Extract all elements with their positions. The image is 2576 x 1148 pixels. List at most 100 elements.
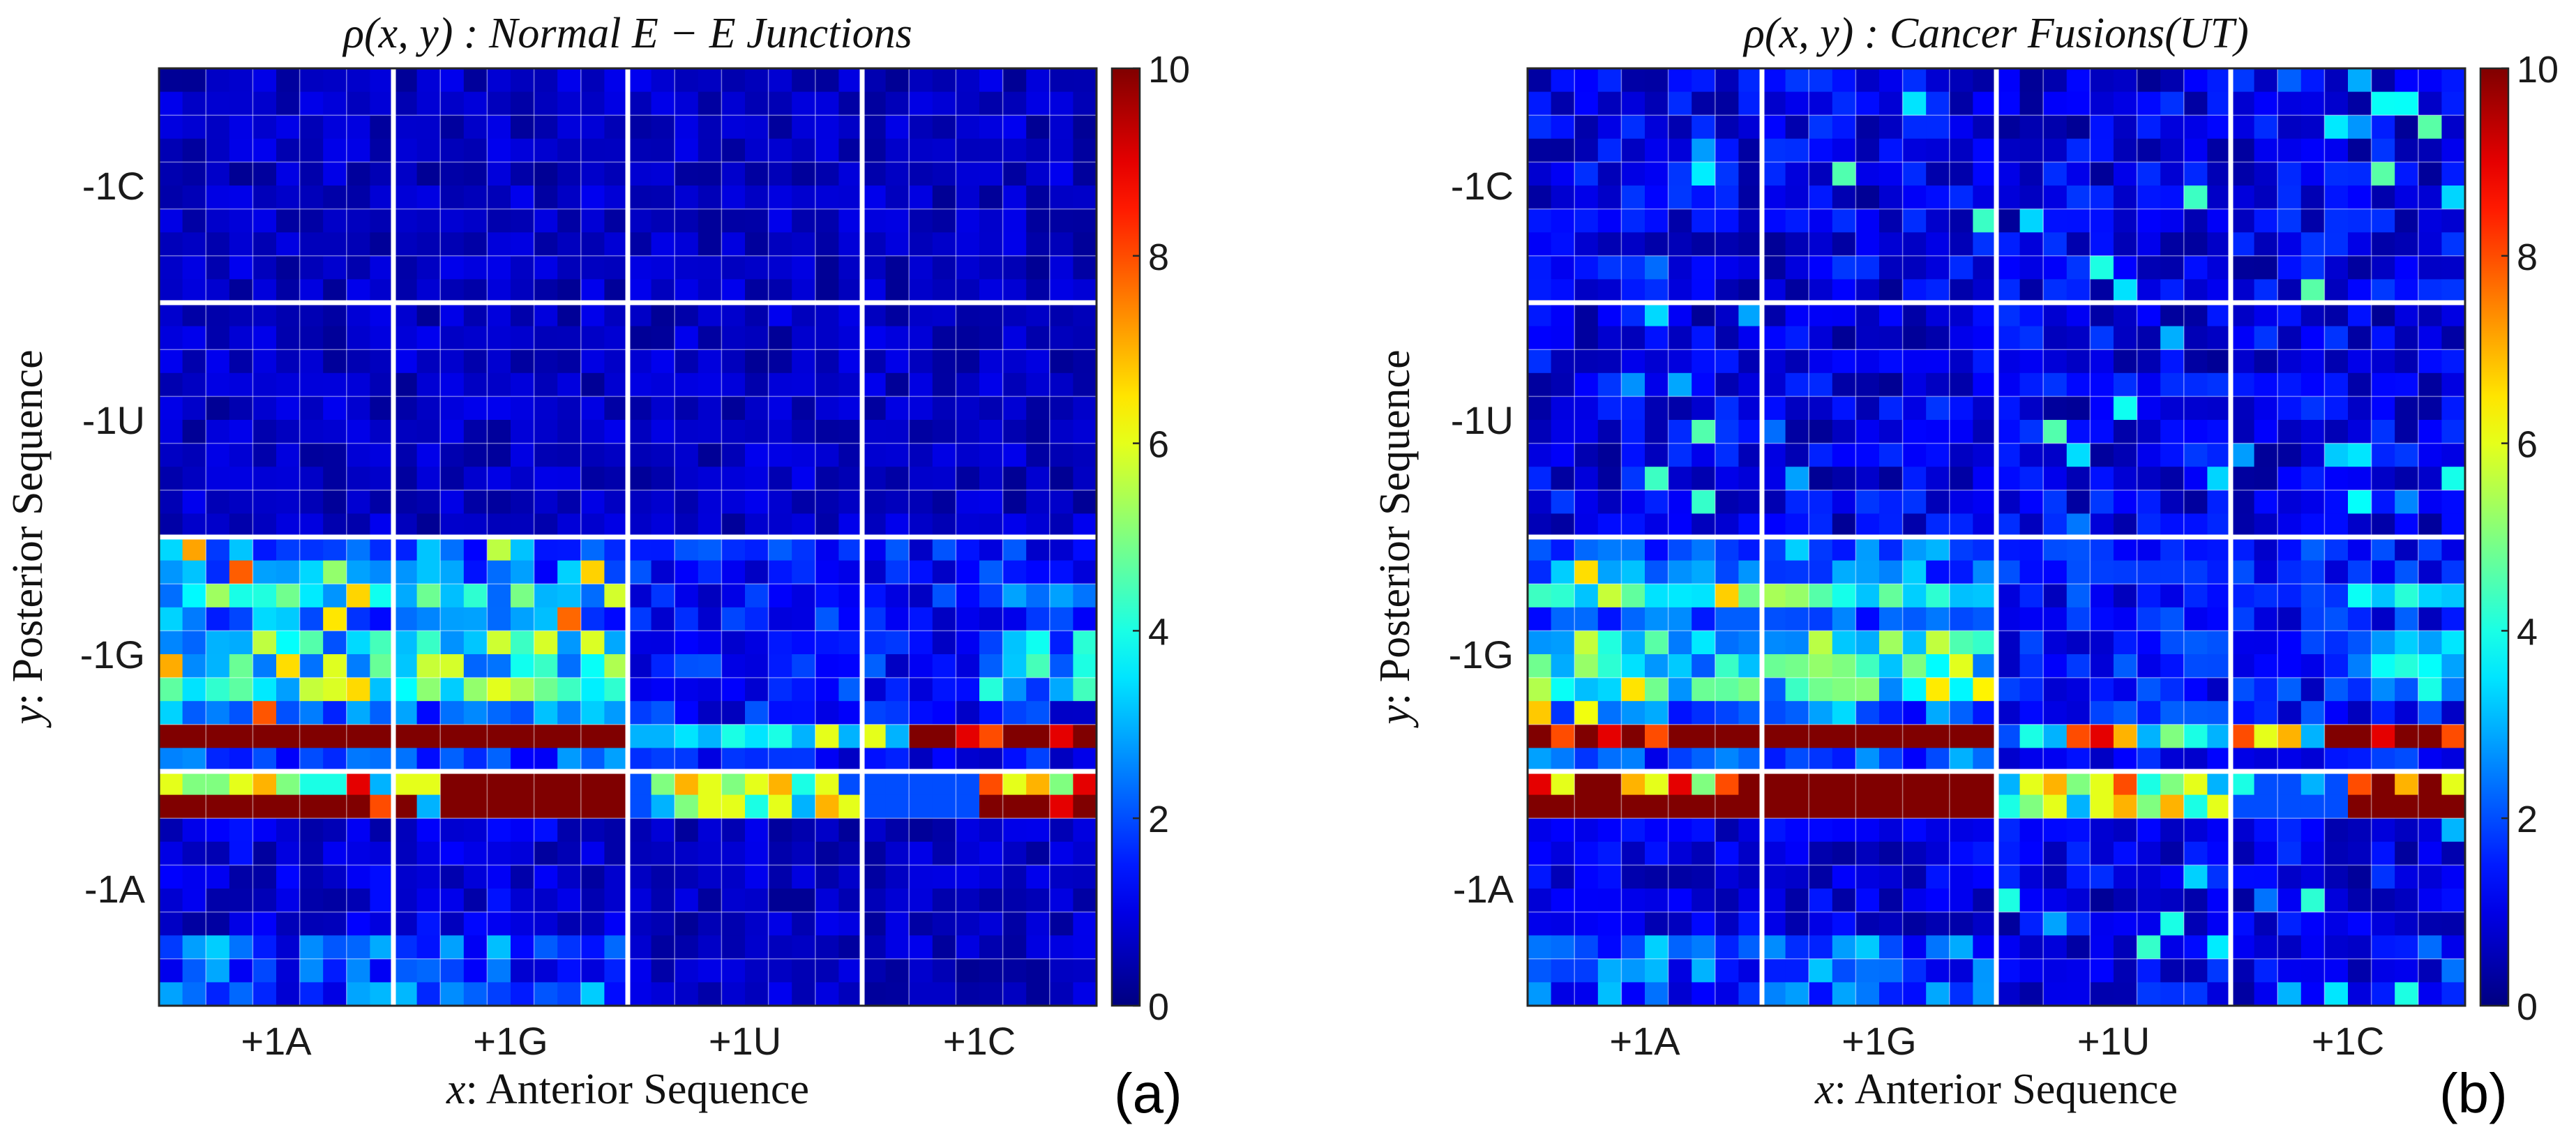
heatmap-cell [1574, 771, 1599, 796]
heatmap-cell [2395, 677, 2419, 702]
heatmap-cell [2019, 841, 2044, 866]
x-axis-var: x [446, 1066, 466, 1113]
heatmap-cell [1809, 935, 1833, 960]
heatmap-cell [1738, 443, 1763, 467]
heatmap-cell [346, 138, 370, 163]
heatmap-cell [1762, 584, 1786, 608]
heatmap-cell [979, 724, 1004, 748]
heatmap-cell [1996, 677, 2021, 702]
heatmap-cell [2348, 865, 2372, 889]
heatmap-cell [745, 115, 769, 139]
colorbar-tick-label: 0 [2517, 986, 2538, 1028]
heatmap-cell [1002, 467, 1027, 491]
heatmap-cell [979, 841, 1004, 866]
heatmap-cell [1597, 889, 1622, 913]
heatmap-cell [393, 958, 418, 983]
heatmap-cell [1785, 724, 1809, 748]
heatmap-cell [2395, 794, 2419, 819]
heatmap-cell [511, 982, 535, 1006]
heatmap-cell [1879, 607, 1904, 631]
heatmap-cell [1645, 560, 1669, 584]
heatmap-cell [440, 701, 465, 725]
heatmap-cell [2090, 209, 2114, 233]
heatmap-cell [299, 818, 324, 843]
heatmap-cell [1645, 349, 1669, 374]
heatmap-cell [370, 91, 394, 116]
heatmap-cell [1668, 537, 1692, 561]
heatmap-cell [276, 912, 301, 936]
heatmap-cell [1762, 349, 1786, 374]
heatmap-cell [463, 232, 488, 257]
heatmap-cell [2300, 513, 2325, 538]
heatmap-cell [604, 841, 628, 866]
heatmap-cell [2371, 865, 2395, 889]
heatmap-cell [651, 701, 675, 725]
heatmap-cell [2324, 701, 2349, 725]
heatmap-cell [2395, 91, 2419, 116]
heatmap-cell [440, 935, 465, 960]
heatmap-cell [1949, 748, 1973, 772]
heatmap-cell [1692, 607, 1716, 631]
heatmap-cell [1902, 490, 1927, 514]
heatmap-cell [487, 91, 511, 116]
heatmap-cell [1926, 209, 1950, 233]
heatmap-cell [276, 630, 301, 655]
heatmap-cell [1621, 490, 1645, 514]
chart-title: ρ(x, y) : Normal E − E Junctions [342, 10, 912, 57]
heatmap-cell [182, 630, 206, 655]
heatmap-cell [1832, 584, 1856, 608]
heatmap-cell [2019, 326, 2044, 350]
heatmap-cell [885, 186, 910, 210]
heatmap-cell [2114, 607, 2138, 631]
heatmap-cell [1574, 560, 1599, 584]
heatmap-cell [885, 372, 910, 397]
heatmap-cell [2043, 982, 2067, 1006]
heatmap-cell [1026, 372, 1050, 397]
heatmap-cell [1597, 748, 1622, 772]
heatmap-cell [1715, 303, 1739, 327]
heatmap-cell [2066, 232, 2091, 257]
heatmap-cell [2441, 326, 2466, 350]
heatmap-cell [2254, 326, 2278, 350]
heatmap-cell [1855, 68, 1880, 93]
heatmap-cell [323, 701, 347, 725]
heatmap-cell [580, 443, 605, 467]
heatmap-cell [2300, 794, 2325, 819]
heatmap-cell [1762, 818, 1786, 843]
heatmap-cell [463, 560, 488, 584]
heatmap-cell [276, 420, 301, 444]
heatmap-cell [416, 68, 441, 93]
heatmap-cell [580, 255, 605, 280]
heatmap-cell [2395, 935, 2419, 960]
heatmap-cell [182, 349, 206, 374]
heatmap-cell [792, 186, 816, 210]
heatmap-cell [1692, 68, 1716, 93]
heatmap-cell [2090, 724, 2114, 748]
heatmap-cell [698, 443, 722, 467]
heatmap-cell [2114, 279, 2138, 303]
heatmap-cell [2441, 584, 2466, 608]
heatmap-cell [2137, 68, 2161, 93]
heatmap-cell [1528, 677, 1552, 702]
heatmap-cell [885, 630, 910, 655]
colorbar-tick-label: 8 [2517, 236, 2538, 278]
heatmap-cell [182, 490, 206, 514]
heatmap-cell [721, 420, 746, 444]
heatmap-cell [1785, 912, 1809, 936]
heatmap-cell [1762, 396, 1786, 421]
heatmap-cell [2371, 420, 2395, 444]
heatmap-cell [416, 677, 441, 702]
heatmap-cell [323, 443, 347, 467]
heatmap-cell [511, 279, 535, 303]
heatmap-cell [768, 607, 792, 631]
heatmap-cell [815, 186, 839, 210]
heatmap-cell [721, 279, 746, 303]
heatmap-cell [1715, 935, 1739, 960]
heatmap-cell [745, 865, 769, 889]
heatmap-cell [1528, 303, 1552, 327]
heatmap-cell [1785, 584, 1809, 608]
heatmap-cell [1949, 91, 1973, 116]
heatmap-cell [2324, 841, 2349, 866]
heatmap-cell [1715, 748, 1739, 772]
heatmap-cell [1551, 255, 1575, 280]
